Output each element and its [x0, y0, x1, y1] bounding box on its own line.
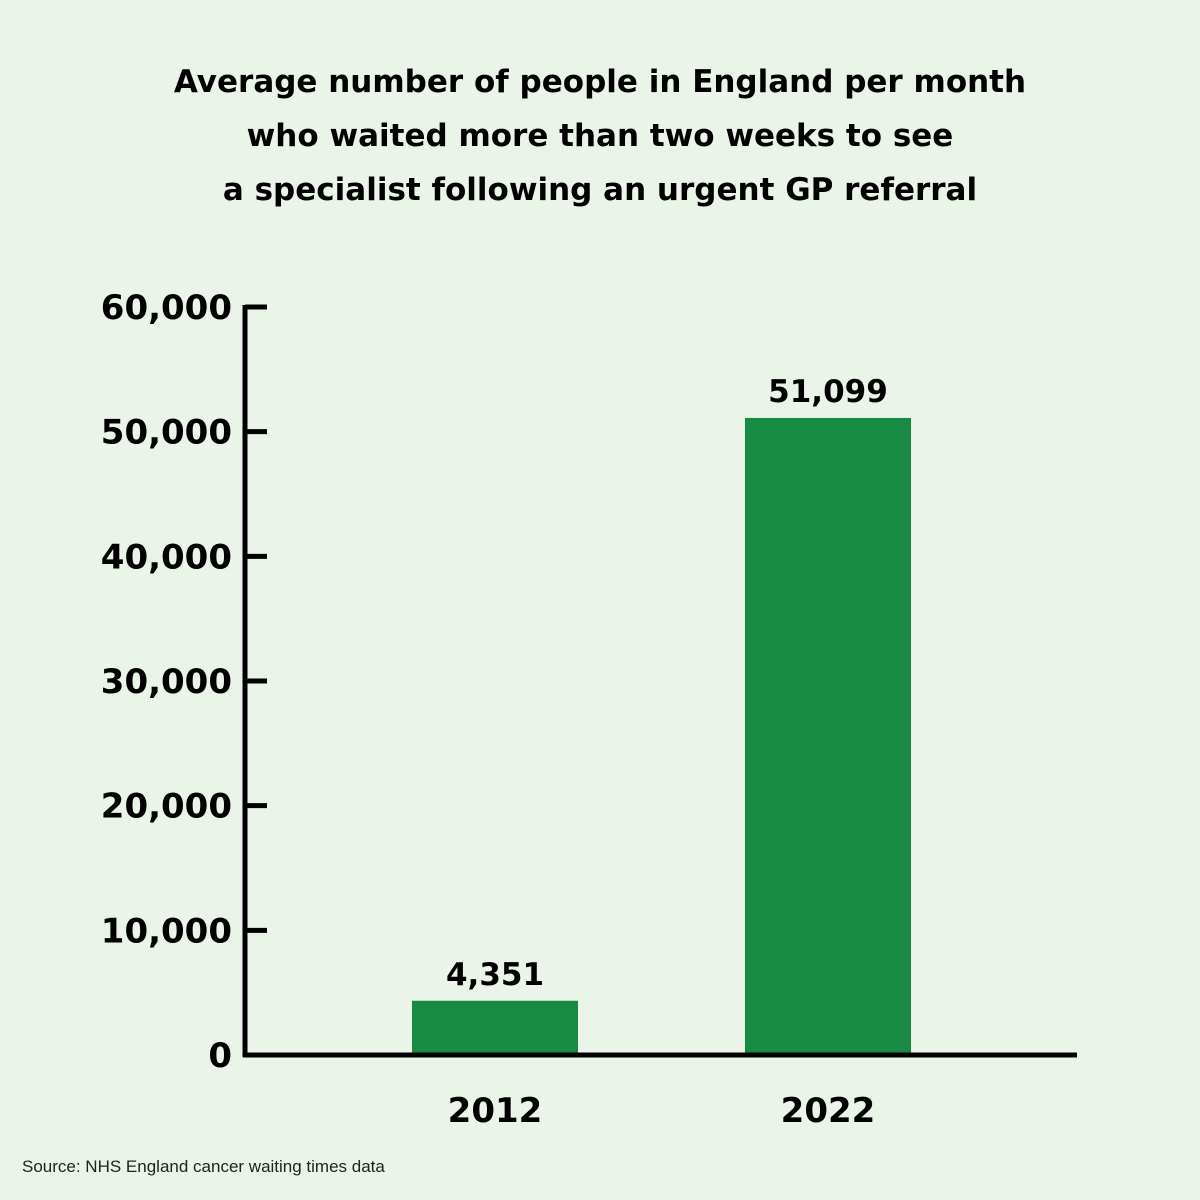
axes-group — [242, 304, 1077, 1058]
x-tick-label-2012: 2012 — [448, 1091, 543, 1131]
chart-title: Average number of people in England per … — [0, 55, 1200, 217]
x-tick-label-2022: 2022 — [781, 1091, 876, 1131]
y-tick-label-60000: 60,000 — [101, 288, 232, 328]
y-tick-label-20000: 20,000 — [101, 787, 232, 827]
y-tick-label-10000: 10,000 — [101, 911, 232, 951]
bar-2022 — [745, 417, 911, 1055]
data-label-2022: 51,099 — [768, 374, 888, 410]
chart-title-line-1: Average number of people in England per … — [173, 64, 1027, 100]
source-note: Source: NHS England cancer waiting times… — [22, 1157, 385, 1176]
chart-title-line-3: a specialist following an urgent GP refe… — [222, 172, 978, 208]
bar-2012 — [412, 1000, 578, 1055]
labels-group: 4,351 2012 51,099 2022 0 10,000 20,000 30,000 40… — [101, 288, 888, 1131]
data-label-2012: 4,351 — [446, 957, 544, 993]
chart-title-line-2: who waited more than two weeks to see — [246, 118, 954, 154]
y-tick-label-30000: 30,000 — [101, 662, 232, 702]
y-tick-label-50000: 50,000 — [101, 413, 232, 453]
y-tick-label-40000: 40,000 — [101, 537, 232, 577]
bars-group — [412, 417, 911, 1055]
y-tick-label-0: 0 — [208, 1036, 232, 1076]
